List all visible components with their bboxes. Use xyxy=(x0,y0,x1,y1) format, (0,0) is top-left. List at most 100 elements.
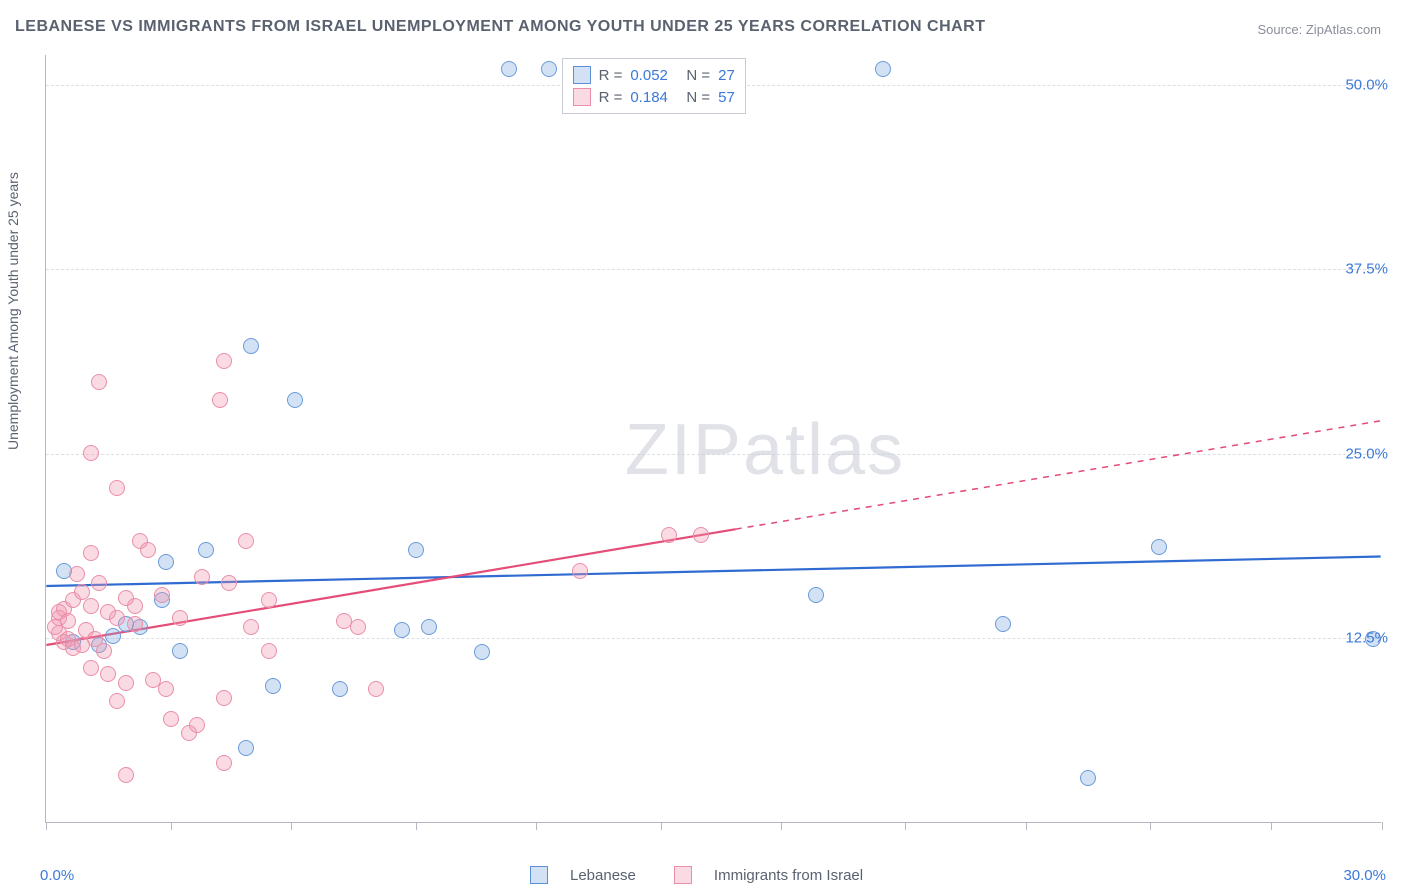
x-tick xyxy=(536,822,537,830)
scatter-point xyxy=(336,613,352,629)
scatter-point xyxy=(1151,539,1167,555)
x-tick xyxy=(1150,822,1151,830)
scatter-point xyxy=(243,338,259,354)
scatter-point xyxy=(212,392,228,408)
chart-title: LEBANESE VS IMMIGRANTS FROM ISRAEL UNEMP… xyxy=(15,18,986,36)
scatter-point xyxy=(158,554,174,570)
scatter-point xyxy=(109,480,125,496)
scatter-point xyxy=(74,584,90,600)
x-tick xyxy=(1026,822,1027,830)
correlation-legend: R = 0.052 N = 27 R = 0.184 N = 57 xyxy=(562,58,746,114)
x-tick xyxy=(416,822,417,830)
scatter-point xyxy=(83,660,99,676)
scatter-point xyxy=(394,622,410,638)
scatter-point xyxy=(332,681,348,697)
scatter-point xyxy=(238,533,254,549)
legend-swatch-lebanese xyxy=(530,866,548,884)
scatter-point xyxy=(408,542,424,558)
scatter-point xyxy=(60,613,76,629)
scatter-point xyxy=(96,643,112,659)
x-tick xyxy=(171,822,172,830)
legend-n-label: N = xyxy=(686,67,710,84)
legend-n-value: 27 xyxy=(718,67,735,84)
x-tick xyxy=(1271,822,1272,830)
scatter-point xyxy=(69,566,85,582)
legend-n-label: N = xyxy=(686,89,710,106)
scatter-point xyxy=(261,643,277,659)
scatter-point xyxy=(368,681,384,697)
legend-r-value: 0.184 xyxy=(630,89,678,106)
legend-r-label: R = xyxy=(599,89,623,106)
scatter-point xyxy=(875,61,891,77)
scatter-point xyxy=(100,666,116,682)
scatter-point xyxy=(572,563,588,579)
scatter-point xyxy=(216,353,232,369)
scatter-point xyxy=(172,610,188,626)
x-tick xyxy=(781,822,782,830)
gridline-h xyxy=(46,269,1381,270)
scatter-point xyxy=(127,598,143,614)
legend-row: R = 0.184 N = 57 xyxy=(573,86,735,108)
legend-bottom: Lebanese Immigrants from Israel xyxy=(530,866,863,884)
scatter-point xyxy=(243,619,259,635)
scatter-point xyxy=(501,61,517,77)
scatter-point xyxy=(109,693,125,709)
scatter-point xyxy=(83,598,99,614)
y-tick-label: 50.0% xyxy=(1345,76,1388,93)
scatter-point xyxy=(221,575,237,591)
scatter-point xyxy=(163,711,179,727)
x-tick xyxy=(1382,822,1383,830)
scatter-point xyxy=(105,628,121,644)
scatter-point xyxy=(83,445,99,461)
x-tick xyxy=(661,822,662,830)
scatter-point xyxy=(216,755,232,771)
gridline-h xyxy=(46,454,1381,455)
scatter-point xyxy=(693,527,709,543)
scatter-point xyxy=(421,619,437,635)
scatter-point xyxy=(198,542,214,558)
scatter-point xyxy=(238,740,254,756)
legend-row: R = 0.052 N = 27 xyxy=(573,64,735,86)
scatter-point xyxy=(194,569,210,585)
x-tick xyxy=(46,822,47,830)
legend-swatch xyxy=(573,66,591,84)
legend-label-lebanese: Lebanese xyxy=(570,867,636,884)
scatter-point xyxy=(83,545,99,561)
scatter-point xyxy=(216,690,232,706)
legend-n-value: 57 xyxy=(718,89,735,106)
x-tick xyxy=(291,822,292,830)
scatter-point xyxy=(172,643,188,659)
gridline-h xyxy=(46,638,1381,639)
scatter-point xyxy=(261,592,277,608)
scatter-point xyxy=(91,575,107,591)
x-tick xyxy=(905,822,906,830)
scatter-point xyxy=(808,587,824,603)
plot-area: ZIPatlas xyxy=(45,55,1381,823)
scatter-point xyxy=(109,610,125,626)
x-tick-max: 30.0% xyxy=(1343,867,1386,884)
scatter-point xyxy=(189,717,205,733)
scatter-point xyxy=(158,681,174,697)
y-tick-label: 25.0% xyxy=(1345,445,1388,462)
scatter-point xyxy=(91,374,107,390)
scatter-point xyxy=(140,542,156,558)
y-tick-label: 37.5% xyxy=(1345,261,1388,278)
scatter-point xyxy=(1080,770,1096,786)
watermark: ZIPatlas xyxy=(625,409,905,491)
legend-r-value: 0.052 xyxy=(630,67,678,84)
scatter-point xyxy=(474,644,490,660)
y-axis-label: Unemployment Among Youth under 25 years xyxy=(5,172,21,450)
scatter-point xyxy=(265,678,281,694)
scatter-point xyxy=(118,675,134,691)
scatter-point xyxy=(661,527,677,543)
legend-r-label: R = xyxy=(599,67,623,84)
legend-swatch xyxy=(573,88,591,106)
y-tick-label: 12.5% xyxy=(1345,630,1388,647)
source-label: Source: ZipAtlas.com xyxy=(1257,22,1381,37)
x-tick-min: 0.0% xyxy=(40,867,74,884)
scatter-point xyxy=(287,392,303,408)
scatter-point xyxy=(118,767,134,783)
scatter-point xyxy=(154,587,170,603)
legend-label-israel: Immigrants from Israel xyxy=(714,867,863,884)
scatter-point xyxy=(127,616,143,632)
